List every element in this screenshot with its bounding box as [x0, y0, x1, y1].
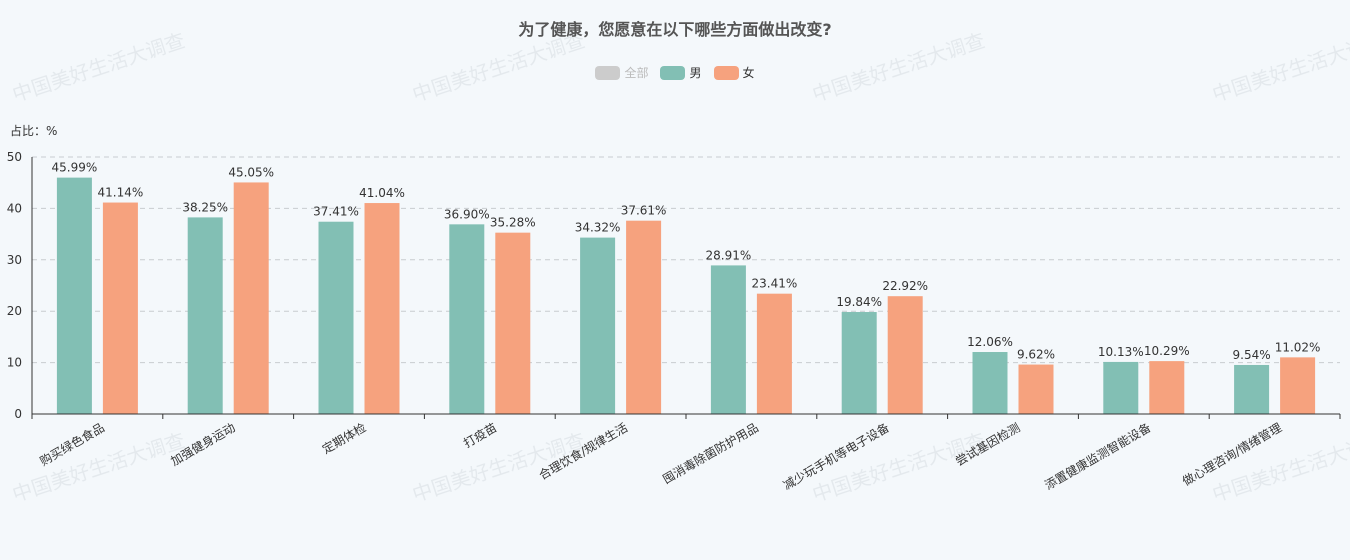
bar-male: [580, 237, 616, 414]
bar-male: [318, 221, 354, 414]
legend-label-female: 女: [742, 66, 755, 80]
bar-female: [364, 203, 400, 414]
x-category-label: 定期体检: [319, 420, 368, 457]
data-label: 34.32%: [575, 221, 621, 235]
legend-item-all[interactable]: 全部: [595, 64, 648, 81]
x-category-label: 购买绿色食品: [37, 420, 107, 469]
data-label: 41.14%: [98, 186, 144, 200]
legend-swatch-all: [595, 65, 621, 80]
bar-male: [56, 177, 92, 414]
data-label: 37.41%: [313, 205, 359, 219]
bar-male: [1234, 364, 1270, 414]
x-category-label: 做心理咨询/情绪管理: [1180, 420, 1285, 489]
x-category-label: 打疫苗: [461, 420, 500, 451]
bar-female: [887, 296, 923, 414]
bar-male: [449, 224, 485, 414]
bar-female: [233, 182, 269, 414]
legend-item-female[interactable]: 女: [713, 64, 755, 81]
data-label: 28.91%: [706, 248, 752, 262]
bar-female: [1280, 357, 1316, 414]
data-label: 41.04%: [359, 186, 405, 200]
x-category-label: 尝试基因检测: [953, 420, 1023, 469]
bar-female: [756, 293, 792, 414]
legend-label-all: 全部: [624, 66, 649, 80]
data-label: 38.25%: [182, 200, 228, 214]
bar-male: [187, 217, 223, 414]
data-label: 10.29%: [1144, 344, 1190, 358]
bar-female: [1149, 361, 1185, 414]
bar-male: [972, 352, 1008, 414]
bar-male: [841, 312, 877, 414]
y-tick-label: 30: [7, 253, 22, 267]
bar-female: [626, 220, 662, 414]
x-category-label: 合理饮食/规律生活: [536, 420, 630, 483]
y-tick-label: 20: [7, 304, 22, 318]
x-category-label: 加强健身运动: [168, 420, 238, 469]
y-tick-label: 10: [7, 356, 22, 370]
legend-item-male[interactable]: 男: [660, 64, 702, 81]
chart-legend: 全部 男 女: [0, 64, 1350, 81]
data-label: 35.28%: [490, 216, 536, 230]
bar-female: [495, 232, 531, 414]
x-category-label: 囤消毒除菌防护用品: [660, 420, 761, 487]
x-category-label: 添置健康监测智能设备: [1042, 420, 1153, 493]
bar-male: [1103, 361, 1139, 414]
data-label: 37.61%: [621, 204, 667, 218]
y-tick-label: 50: [7, 150, 22, 164]
bar-female: [1018, 364, 1054, 414]
data-label: 45.99%: [52, 161, 98, 175]
x-category-label: 减少玩手机等电子设备: [781, 420, 892, 492]
y-axis-unit-label: 占比：%: [10, 124, 58, 138]
data-label: 36.90%: [444, 207, 490, 221]
legend-swatch-male: [660, 65, 686, 80]
legend-label-male: 男: [689, 66, 702, 80]
bar-female: [102, 202, 138, 414]
data-label: 12.06%: [967, 335, 1013, 349]
data-label: 23.41%: [752, 277, 798, 291]
data-label: 11.02%: [1275, 340, 1321, 354]
legend-swatch-female: [713, 65, 739, 80]
data-label: 9.54%: [1233, 348, 1271, 362]
y-tick-label: 0: [14, 407, 22, 421]
data-label: 10.13%: [1098, 345, 1144, 359]
y-tick-label: 40: [7, 201, 22, 215]
chart-title: 为了健康，您愿意在以下哪些方面做出改变?: [518, 20, 832, 39]
data-label: 22.92%: [882, 279, 928, 293]
data-label: 45.05%: [228, 165, 274, 179]
bar-male: [710, 265, 746, 414]
data-label: 19.84%: [836, 295, 882, 309]
data-label: 9.62%: [1017, 348, 1055, 362]
